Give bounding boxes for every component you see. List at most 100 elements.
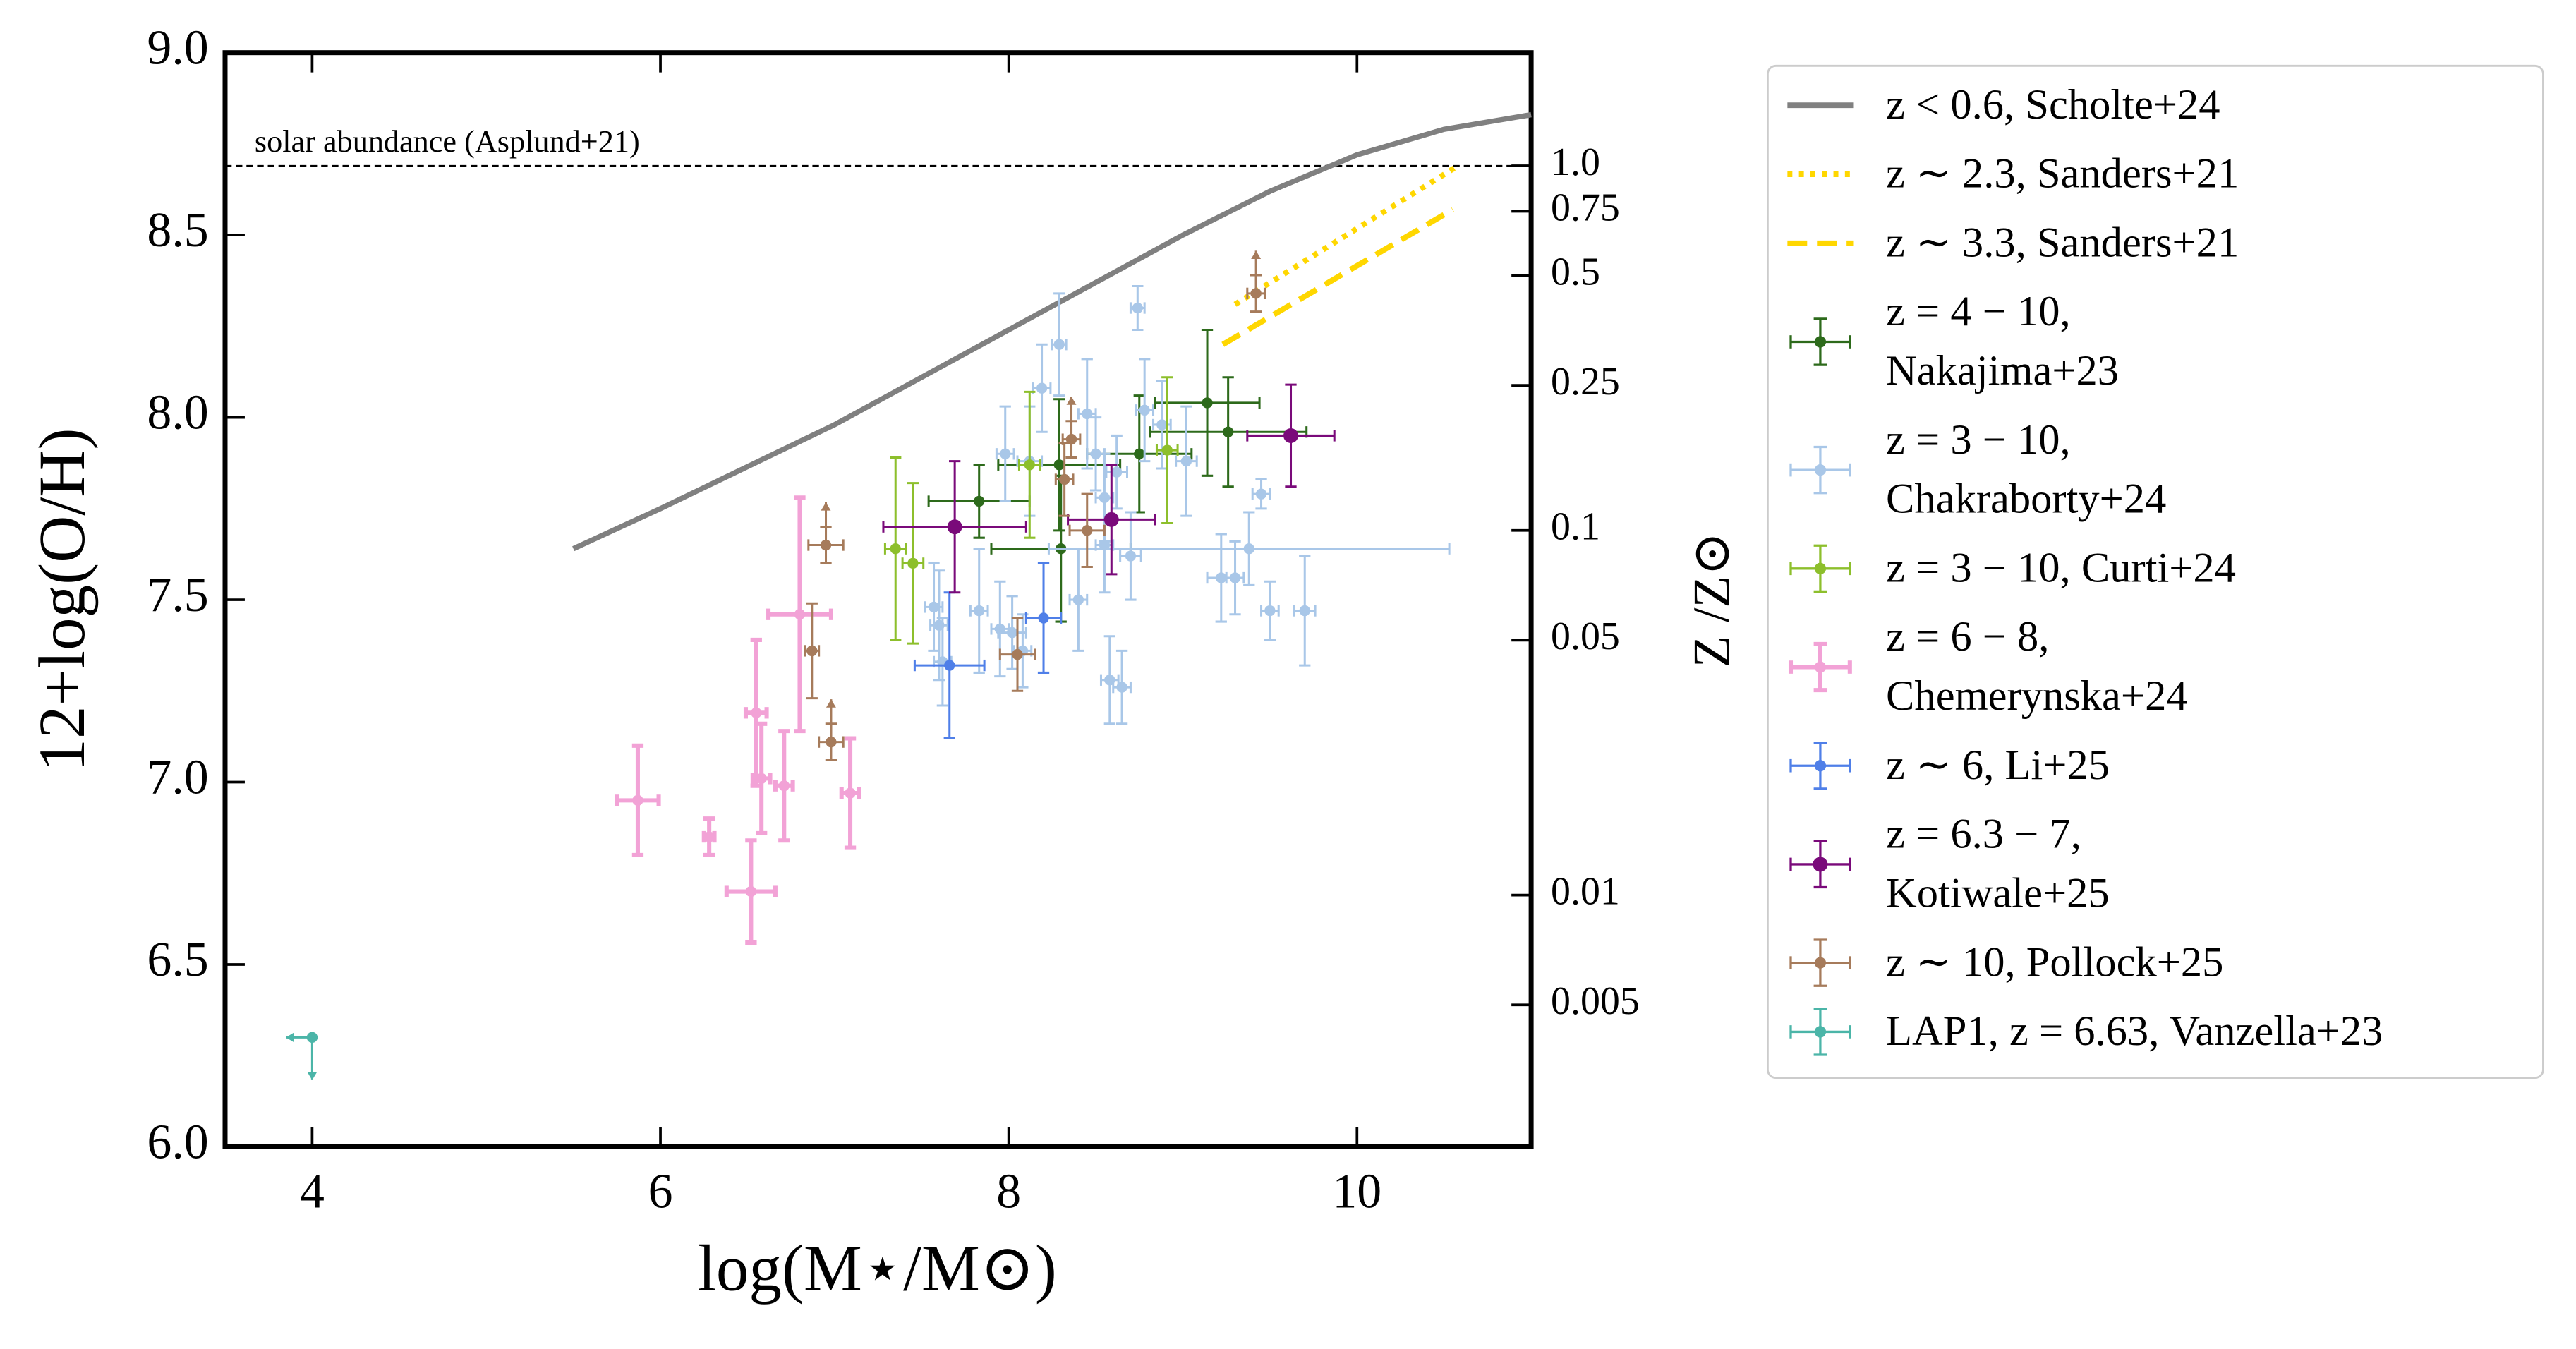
y2-tick-label: 0.05 bbox=[1551, 615, 1620, 658]
legend-label: z ∼ 10, Pollock+25 bbox=[1886, 938, 2224, 986]
y-tick-label: 9.0 bbox=[147, 21, 208, 75]
data-point bbox=[1180, 455, 1192, 467]
y-axis-label: 12+log(O/H) bbox=[26, 428, 99, 772]
legend-entry: z = 3 − 10, Chakraborty+24 bbox=[1789, 416, 2167, 523]
data-point bbox=[1216, 572, 1227, 583]
legend-text-box: z ∼ 10, Pollock+25 bbox=[1886, 938, 2224, 986]
legend-text-box: z ∼ 2.3, Sanders+21 bbox=[1886, 150, 2239, 198]
data-point bbox=[1250, 288, 1262, 299]
data-point bbox=[944, 660, 955, 671]
data-point bbox=[820, 539, 832, 551]
data-point bbox=[1156, 419, 1168, 430]
data-point bbox=[306, 1032, 318, 1043]
legend-text-box: z ∼ 6, Li+25 bbox=[1886, 741, 2110, 789]
data-point bbox=[1065, 433, 1077, 445]
arrow-head bbox=[826, 699, 836, 708]
data-point bbox=[1006, 627, 1018, 639]
y2-axis-label: Z /Z⊙ bbox=[1683, 532, 1741, 668]
legend-frame bbox=[1767, 64, 2544, 1079]
data-point bbox=[947, 519, 962, 535]
y2-tick-label: 1.0 bbox=[1551, 140, 1600, 184]
legend-marker bbox=[1814, 336, 1827, 348]
data-point bbox=[1082, 525, 1093, 536]
data-point bbox=[1255, 488, 1267, 500]
y2-tick-label: 0.25 bbox=[1551, 360, 1620, 404]
legend: z < 0.6, Scholte+24 z ∼ 2.3, Sanders+21 z … bbox=[1767, 64, 2544, 1079]
legend-entry: z ∼ 6, Li+25 bbox=[1789, 741, 2110, 790]
legend-label: z = 3 − 10, Curti+24 bbox=[1886, 543, 2236, 592]
legend-label: z = 4 − 10, Nakajima+23 bbox=[1886, 287, 2120, 395]
y-tick-label: 7.5 bbox=[147, 568, 208, 622]
data-point bbox=[756, 773, 767, 785]
data-point bbox=[1202, 397, 1213, 409]
y2-tick-label: 0.5 bbox=[1551, 250, 1600, 294]
legend-marker bbox=[1814, 760, 1827, 772]
legend-text-box: LAP1, z = 6.63, Vanzella+23 bbox=[1886, 1007, 2383, 1055]
data-point bbox=[1058, 473, 1070, 485]
y2-tick-label: 0.75 bbox=[1551, 186, 1620, 229]
legend-marker bbox=[1813, 857, 1828, 872]
data-point bbox=[890, 543, 901, 555]
legend-text-box: z = 4 − 10, Nakajima+23 bbox=[1886, 287, 2120, 395]
x-tick-label: 4 bbox=[300, 1164, 325, 1218]
data-point bbox=[751, 707, 762, 718]
data-point bbox=[1038, 612, 1049, 624]
legend-marker bbox=[1814, 562, 1827, 574]
legend-label: z = 6 − 8, Chemerynska+24 bbox=[1886, 612, 2188, 720]
data-point bbox=[1299, 605, 1310, 617]
legend-text-box: z = 3 − 10, Chakraborty+24 bbox=[1886, 416, 2167, 523]
legend-entry: z ∼ 3.3, Sanders+21 bbox=[1787, 218, 2239, 267]
legend-label: z = 3 − 10, Chakraborty+24 bbox=[1886, 416, 2167, 523]
series bbox=[913, 562, 1063, 739]
legend-entry: z < 0.6, Scholte+24 bbox=[1787, 80, 2220, 128]
relation-line bbox=[1233, 163, 1460, 307]
legend-text-box: z = 6 − 8, Chemerynska+24 bbox=[1886, 612, 2188, 720]
data-point bbox=[1132, 302, 1143, 314]
series bbox=[882, 383, 1336, 594]
data-point bbox=[745, 885, 757, 897]
y2-tick-label: 0.1 bbox=[1551, 505, 1600, 549]
data-point bbox=[1053, 339, 1065, 350]
series bbox=[572, 111, 1532, 552]
x-tick-label: 6 bbox=[648, 1164, 673, 1218]
arrow-head bbox=[821, 502, 831, 511]
legend-marker bbox=[1814, 464, 1827, 476]
y-tick-label: 7.0 bbox=[147, 751, 208, 805]
data-point bbox=[1222, 426, 1234, 437]
series bbox=[1233, 163, 1460, 307]
relation-line bbox=[1221, 207, 1455, 347]
legend-entry: LAP1, z = 6.63, Vanzella+23 bbox=[1789, 1007, 2383, 1056]
legend-entry: z = 4 − 10, Nakajima+23 bbox=[1789, 287, 2120, 395]
legend-label: z ∼ 3.3, Sanders+21 bbox=[1886, 218, 2239, 267]
y-tick-label: 8.5 bbox=[147, 203, 208, 258]
legend-label: z < 0.6, Scholte+24 bbox=[1886, 80, 2220, 128]
data-point bbox=[1072, 594, 1084, 605]
x-tick-label: 10 bbox=[1332, 1164, 1381, 1218]
data-point bbox=[1000, 448, 1011, 459]
data-point bbox=[974, 495, 985, 507]
arrow-head bbox=[286, 1032, 294, 1043]
data-point bbox=[1116, 682, 1127, 693]
data-point bbox=[1111, 466, 1123, 478]
y-tick-label: 6.5 bbox=[147, 933, 208, 987]
data-point bbox=[1090, 448, 1101, 459]
data-point bbox=[794, 609, 806, 620]
arrow-head bbox=[1251, 250, 1262, 259]
data-point bbox=[1103, 512, 1119, 527]
y-tick-label: 8.0 bbox=[147, 386, 208, 440]
legend-marker bbox=[1814, 957, 1827, 969]
legend-marker bbox=[1814, 1026, 1827, 1038]
data-point bbox=[1139, 404, 1150, 416]
series bbox=[615, 495, 861, 945]
legend-entry: z = 3 − 10, Curti+24 bbox=[1789, 543, 2236, 593]
legend-entry: z = 6 − 8, Chemerynska+24 bbox=[1788, 612, 2188, 720]
legend-label: LAP1, z = 6.63, Vanzella+23 bbox=[1886, 1007, 2383, 1055]
data-point bbox=[1161, 444, 1173, 456]
data-point bbox=[826, 736, 837, 748]
legend-entry: z = 6.3 − 7, Kotiwale+25 bbox=[1789, 810, 2110, 917]
data-point bbox=[1264, 605, 1276, 617]
data-point bbox=[1229, 572, 1241, 583]
data-point bbox=[1082, 408, 1093, 420]
data-point bbox=[845, 787, 856, 799]
legend-text-box: z = 3 − 10, Curti+24 bbox=[1886, 543, 2236, 592]
